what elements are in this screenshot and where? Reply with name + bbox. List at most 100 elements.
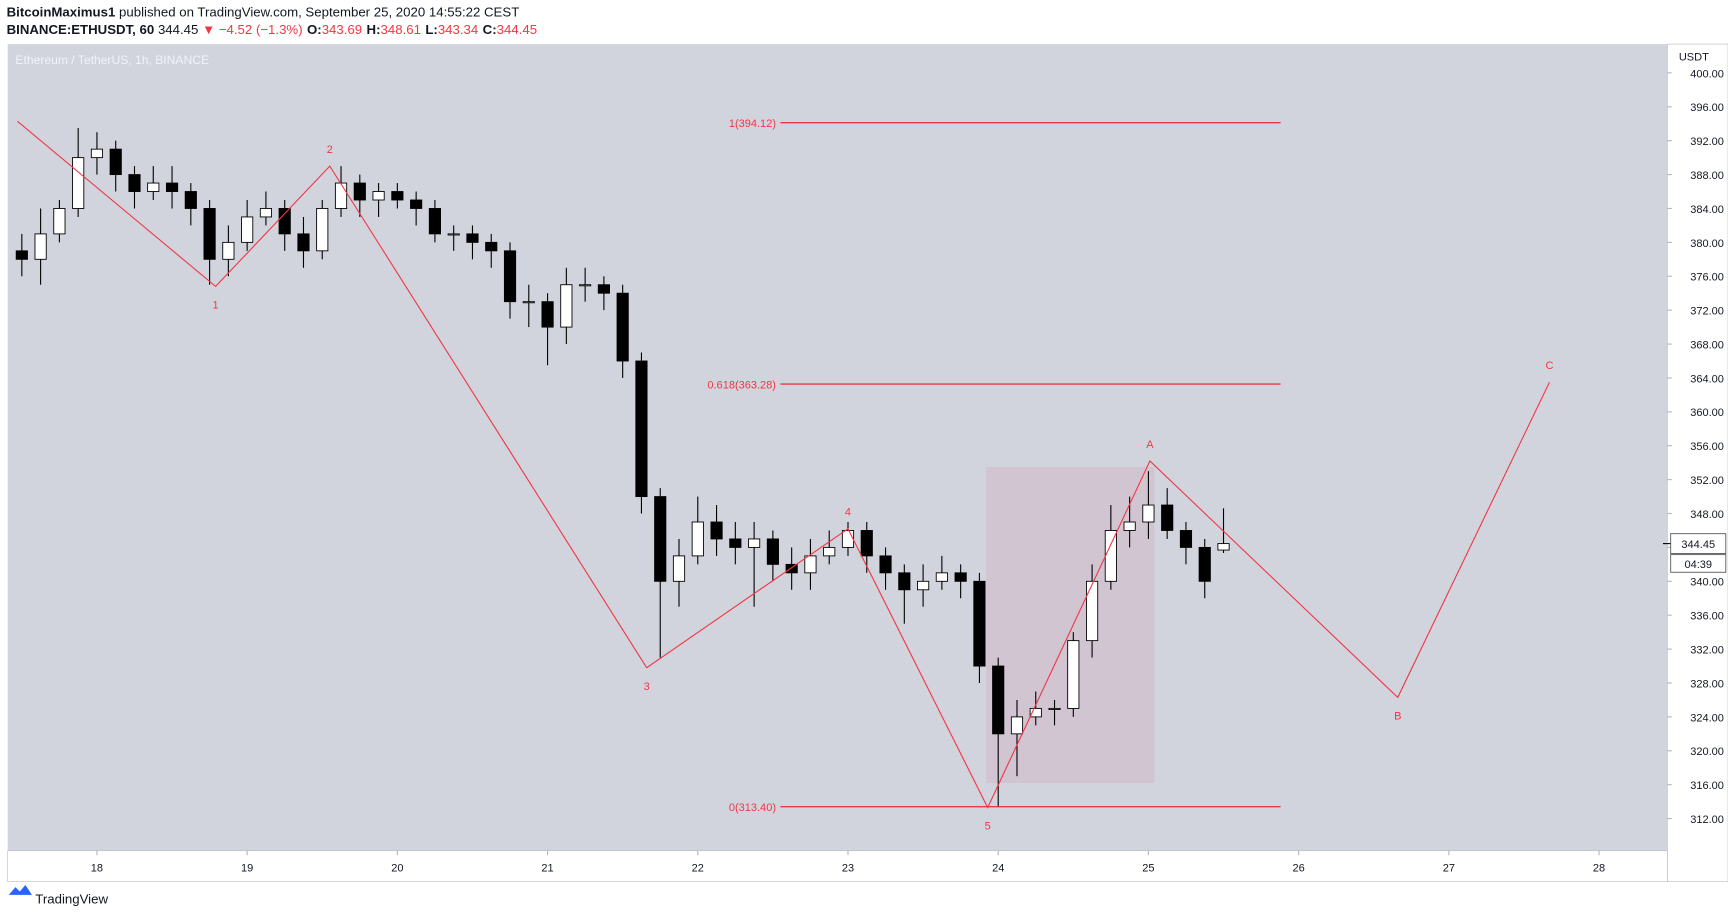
fib-label: 1(394.12) bbox=[729, 118, 776, 130]
x-tick-label: 23 bbox=[842, 863, 854, 875]
candle-body bbox=[616, 292, 629, 362]
candle-body bbox=[1142, 504, 1155, 523]
y-tick-label: 356.00 bbox=[1690, 441, 1724, 453]
chart-title: Ethereum / TetherUS, 1h, BINANCE bbox=[15, 53, 209, 67]
x-tick-label: 25 bbox=[1142, 863, 1154, 875]
ohlc-value: 343.34 bbox=[438, 22, 478, 37]
candle-body bbox=[579, 284, 592, 287]
y-tick-label: 384.00 bbox=[1690, 204, 1724, 216]
last-price-label: 344.45 bbox=[1681, 539, 1715, 551]
x-tick-label: 26 bbox=[1292, 863, 1304, 875]
wave-label: 4 bbox=[845, 507, 851, 519]
price-axis bbox=[1667, 43, 1728, 882]
candle-body bbox=[90, 148, 104, 159]
y-tick-label: 376.00 bbox=[1690, 272, 1724, 284]
candle-body bbox=[184, 191, 197, 209]
time-axis bbox=[7, 850, 1668, 882]
publish-line: BitcoinMaximus1 published on TradingView… bbox=[7, 5, 520, 20]
tv-logo bbox=[8, 884, 32, 895]
symbol-line: BINANCE:ETHUSDT, 60 344.45 ▼ −4.52 (−1.3… bbox=[7, 22, 537, 37]
candle-body bbox=[672, 555, 686, 582]
candle-body bbox=[917, 580, 930, 591]
candle-body bbox=[53, 208, 66, 235]
x-tick-label: 18 bbox=[91, 863, 103, 875]
wave-label: 1 bbox=[213, 299, 219, 311]
wave-label: 3 bbox=[644, 681, 650, 693]
ohlc-label: O: bbox=[307, 22, 322, 37]
plot-bg bbox=[7, 44, 1668, 851]
last-price-box bbox=[1670, 533, 1727, 554]
wave-label: 5 bbox=[985, 821, 991, 833]
candle-body bbox=[259, 208, 272, 218]
candle-body bbox=[241, 216, 254, 243]
y-tick-label: 312.00 bbox=[1690, 814, 1724, 826]
candle-body bbox=[1067, 640, 1080, 709]
y-tick-label: 360.00 bbox=[1690, 407, 1724, 419]
candle-body bbox=[15, 250, 28, 260]
y-tick-label: 368.00 bbox=[1690, 339, 1724, 351]
candle-body bbox=[654, 496, 667, 582]
candle-body bbox=[297, 233, 310, 252]
y-tick-label: 348.00 bbox=[1690, 509, 1724, 521]
candle-body bbox=[1029, 707, 1042, 718]
candle-body bbox=[766, 538, 779, 565]
y-tick-label: 316.00 bbox=[1690, 780, 1724, 792]
y-tick-label: 388.00 bbox=[1690, 170, 1724, 182]
y-tick-label: 380.00 bbox=[1690, 238, 1724, 250]
y-tick-label: 400.00 bbox=[1690, 68, 1724, 80]
candle-body bbox=[541, 301, 554, 328]
candle-body bbox=[466, 233, 479, 243]
x-tick-label: 24 bbox=[992, 863, 1004, 875]
y-tick-label: 372.00 bbox=[1690, 306, 1724, 318]
candle-body bbox=[1104, 530, 1117, 582]
candle-body bbox=[222, 241, 235, 260]
x-tick-label: 22 bbox=[692, 863, 704, 875]
candle-body bbox=[1048, 707, 1061, 710]
author: BitcoinMaximus1 bbox=[7, 5, 116, 20]
candle-body bbox=[147, 182, 160, 192]
candle-body bbox=[898, 572, 911, 591]
y-tick-label: 396.00 bbox=[1690, 102, 1724, 114]
candle-body bbox=[391, 191, 404, 201]
candle-body bbox=[992, 665, 1005, 735]
ohlc-label: C: bbox=[483, 22, 497, 37]
ohlc-value: 344.45 bbox=[497, 22, 537, 37]
candle-body bbox=[935, 572, 948, 582]
candle-body bbox=[447, 233, 460, 236]
candle-body bbox=[860, 530, 873, 557]
candle-body bbox=[560, 284, 573, 328]
x-tick-label: 20 bbox=[391, 863, 403, 875]
candle-body bbox=[635, 360, 648, 498]
candle-body bbox=[729, 538, 742, 548]
wave-label: 2 bbox=[327, 144, 333, 156]
published: published on TradingView.com, September … bbox=[119, 5, 519, 20]
candle-body bbox=[109, 148, 122, 176]
ohlc-value: 348.61 bbox=[380, 22, 420, 37]
candle-body bbox=[1161, 504, 1174, 531]
footer-brand: TradingView bbox=[35, 892, 108, 907]
y-tick-label: 336.00 bbox=[1690, 611, 1724, 623]
x-tick-label: 21 bbox=[541, 863, 553, 875]
candle-body bbox=[128, 174, 141, 192]
ohlc-label: H: bbox=[367, 22, 381, 37]
candle-body bbox=[522, 301, 535, 304]
candle-body bbox=[879, 555, 892, 574]
countdown-box bbox=[1670, 554, 1727, 573]
y-tick-label: 352.00 bbox=[1690, 475, 1724, 487]
candle-body bbox=[165, 182, 179, 192]
candle-body bbox=[823, 546, 836, 557]
wave-line bbox=[16, 120, 1550, 809]
x-tick-label: 19 bbox=[241, 863, 253, 875]
fib-label: 0.618(363.28) bbox=[707, 379, 776, 391]
candle-body bbox=[1198, 546, 1211, 582]
y-tick-label: 332.00 bbox=[1690, 645, 1724, 657]
candle-body bbox=[597, 284, 610, 294]
symbol: BINANCE:ETHUSDT, 60 bbox=[7, 22, 155, 37]
candle-body bbox=[1217, 543, 1230, 551]
candle-body bbox=[316, 208, 329, 252]
candle-body bbox=[34, 233, 47, 260]
candle-body bbox=[804, 555, 817, 574]
x-tick-label: 28 bbox=[1593, 863, 1605, 875]
